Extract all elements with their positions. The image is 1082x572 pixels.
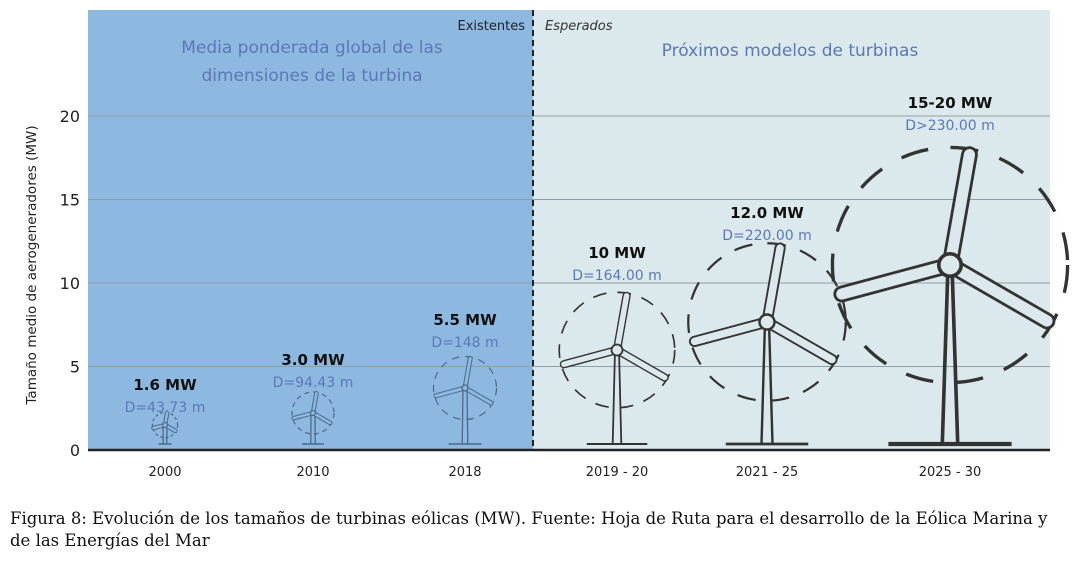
existing-region-title: dimensiones de la turbina: [201, 66, 422, 86]
blade: [763, 318, 836, 364]
hub: [936, 251, 964, 279]
y-tick-label: 15: [60, 191, 80, 210]
tower: [461, 387, 469, 445]
diameter-label: D>230.00 m: [905, 118, 995, 134]
existing-label: Existentes: [458, 19, 526, 34]
hub: [161, 421, 169, 429]
existing-region-title: Media ponderada global de las: [181, 38, 443, 58]
rotor-sweep-circle: [830, 145, 1070, 385]
mw-label: 12.0 MW: [730, 204, 804, 222]
blade: [614, 347, 668, 381]
blade: [944, 149, 976, 271]
hub: [758, 313, 776, 331]
hub: [461, 384, 469, 392]
blade: [763, 244, 784, 326]
mw-label: 5.5 MW: [433, 311, 497, 329]
tower: [310, 412, 316, 445]
existing-region: [88, 10, 533, 450]
turbine-2025-30: [830, 145, 1070, 447]
tower: [760, 321, 774, 445]
y-tick-label: 10: [60, 274, 80, 293]
blade: [434, 386, 467, 398]
x-tick-label: 2010: [296, 465, 329, 480]
x-tick-label: 2019 - 20: [586, 465, 649, 480]
y-tick-label: 20: [60, 107, 80, 126]
diameter-label: D=164.00 m: [572, 268, 662, 284]
blade: [463, 356, 472, 390]
x-tick-label: 2000: [148, 465, 181, 480]
y-axis-label: Tamaño medio de aerogeneradores (MW): [24, 125, 40, 405]
blade: [944, 259, 1053, 327]
mw-label: 3.0 MW: [281, 351, 345, 369]
rotor-sweep-circle: [151, 411, 179, 439]
blade: [311, 392, 318, 415]
turbine-2010: [291, 391, 335, 445]
tower: [611, 349, 623, 445]
turbine-2000: [151, 410, 179, 445]
blade: [561, 347, 620, 367]
expected-region-title: Próximos modelos de turbinas: [662, 41, 919, 61]
mw-label: 10 MW: [588, 244, 646, 262]
y-tick-label: 0: [70, 441, 80, 460]
expected-label: Esperados: [545, 19, 613, 34]
mw-label: 15-20 MW: [908, 94, 993, 112]
x-tick-label: 2018: [448, 465, 481, 480]
blade: [463, 386, 493, 405]
y-tick-label: 5: [70, 358, 80, 377]
tower: [940, 264, 960, 445]
diameter-label: D=148 m: [431, 335, 498, 351]
rotor-sweep-circle: [291, 391, 335, 435]
turbine-2019-20: [558, 291, 676, 446]
blade: [690, 318, 771, 346]
turbine-size-chart: 0 5 10 15 20 Existentes Esperados Media pondera…: [24, 10, 1070, 480]
hub: [309, 409, 317, 417]
blade: [836, 259, 956, 300]
x-tick-label: 2021 - 25: [736, 465, 799, 480]
figure-caption: Figura 8: Evolución de los tamaños de tu…: [10, 509, 1048, 550]
diameter-label: D=220.00 m: [722, 228, 812, 244]
blade: [614, 293, 630, 353]
rotor-sweep-circle: [432, 355, 498, 421]
turbine-2018: [432, 355, 498, 445]
blade: [292, 411, 315, 420]
hub: [610, 343, 624, 357]
diameter-label: D=43.73 m: [125, 400, 206, 416]
mw-label: 1.6 MW: [133, 376, 197, 394]
rotor-sweep-circle: [558, 291, 676, 409]
turbine-2021-25: [687, 242, 847, 446]
diameter-label: D=94.43 m: [273, 375, 354, 391]
x-tick-label: 2025 - 30: [919, 465, 982, 480]
blade: [311, 411, 332, 425]
